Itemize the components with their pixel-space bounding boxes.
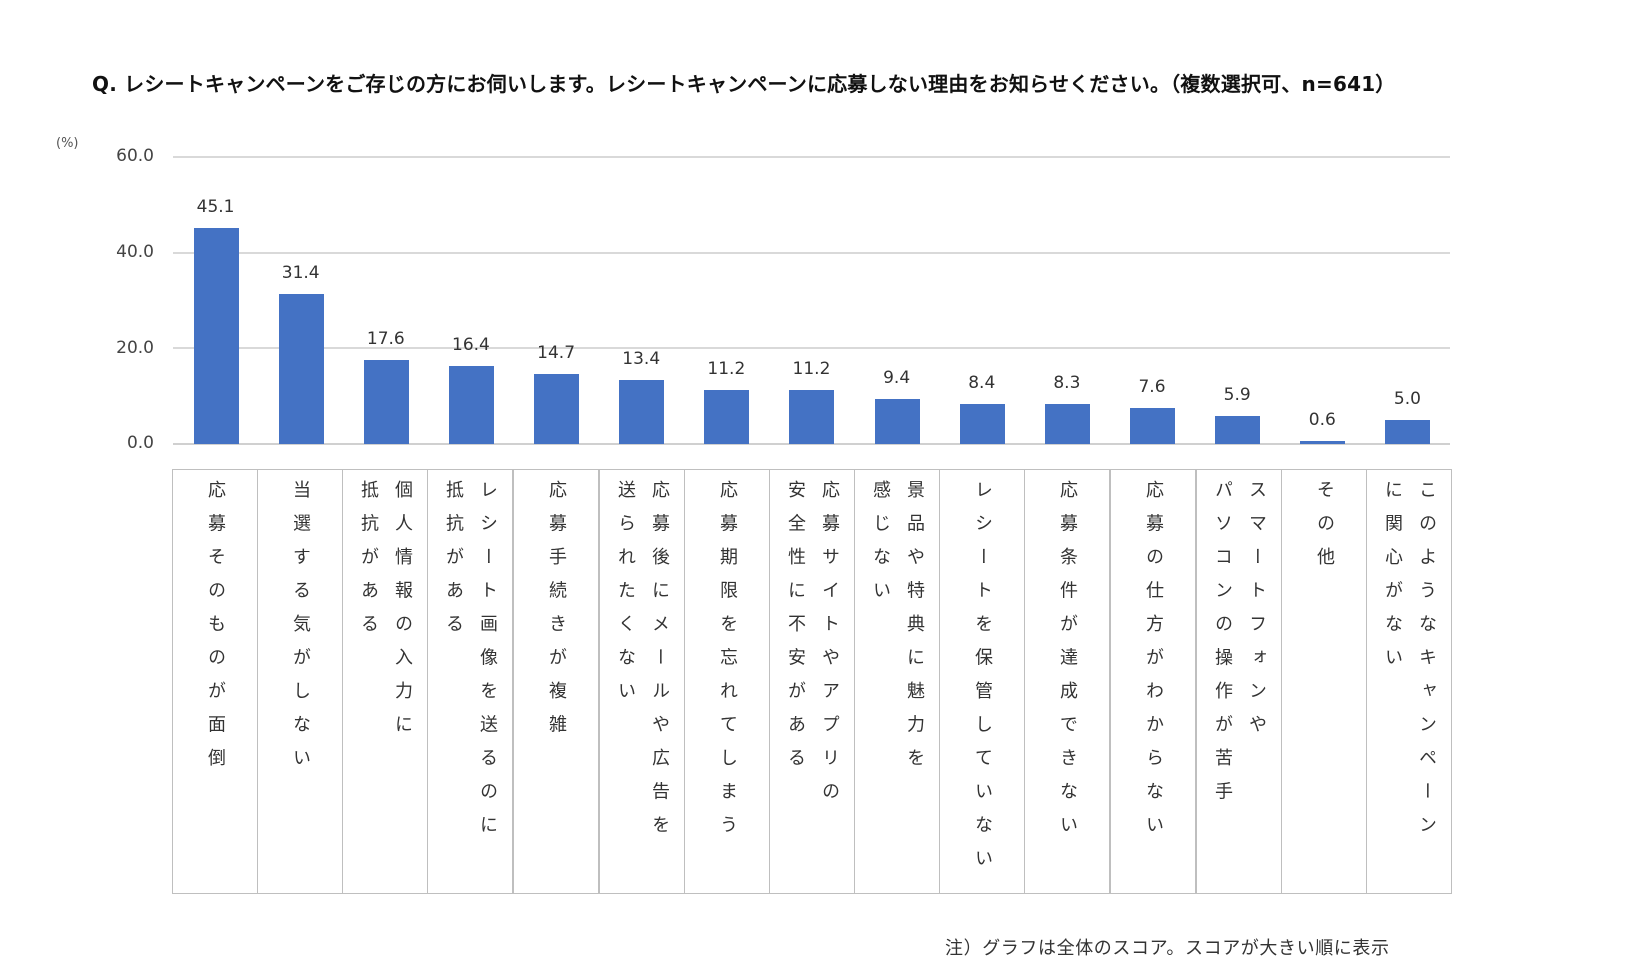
bar-value-label: 8.4 <box>968 372 996 393</box>
category-label-table: 応募そのものが面倒 当選する気がしない 個人情報の入力に 抵抗がある レシート画像を送… <box>172 469 1452 894</box>
plot-area: 45.1 31.4 17.6 16.4 14.7 13.4 11.2 11.2 9.4 8.4 8.… <box>173 157 1450 444</box>
y-tick-20: 20.0 <box>116 338 154 358</box>
bar <box>789 390 835 444</box>
category-cell: 応募の仕方がわからない <box>1111 470 1197 893</box>
category-label: レシートを保管していない <box>972 480 993 882</box>
bar-value-label: 0.6 <box>1308 410 1336 431</box>
category-cell: レシート画像を送るのに 抵抗がある <box>428 470 514 893</box>
bar-group: 45.1 <box>173 157 258 444</box>
bar-value-label: 31.4 <box>281 262 320 283</box>
category-label: 当選する気がしない <box>290 480 311 782</box>
bar-value-label: 9.4 <box>883 368 911 389</box>
bar <box>278 293 324 444</box>
category-cell: 個人情報の入力に 抵抗がある <box>343 470 428 893</box>
bar-value-label: 16.4 <box>452 334 490 355</box>
y-tick-0: 0.0 <box>126 433 154 453</box>
y-tick-40: 40.0 <box>116 242 154 262</box>
category-label: 個人情報の入力に 抵抗がある <box>358 480 413 748</box>
bar-value-label: 11.2 <box>792 359 831 380</box>
footnote: 注）グラフは全体のスコア。スコアが大きい順に表示 <box>945 938 1390 959</box>
bar-group: 11.2 <box>769 157 854 444</box>
category-cell: 応募後にメールや広告を 送られたくない <box>600 470 685 893</box>
category-label: 応募手続きが複雑 <box>546 480 567 748</box>
category-cell: その他 <box>1282 470 1367 893</box>
bar-group: 0.6 <box>1280 157 1365 444</box>
bar <box>363 359 409 444</box>
category-label: 応募後にメールや広告を 送られたくない <box>615 480 670 849</box>
category-cell: スマートフォンや パソコンの操作が苦手 <box>1197 470 1282 893</box>
bar-group: 7.6 <box>1109 157 1194 444</box>
bar-group: 16.4 <box>428 157 513 444</box>
category-cell: レシートを保管していない <box>940 470 1025 893</box>
bar-value-label: 45.1 <box>196 197 235 218</box>
category-label: 応募サイトやアプリの 安全性に不安がある <box>785 480 840 815</box>
bar-value-label: 7.6 <box>1138 376 1166 397</box>
bar-group: 5.0 <box>1365 157 1450 444</box>
bar-group: 9.4 <box>854 157 939 444</box>
gridline-20 <box>173 347 1450 349</box>
category-label: このようなキャンペーン に関心がない <box>1382 480 1437 849</box>
gridline-40 <box>173 252 1450 254</box>
bar <box>874 399 920 444</box>
bar <box>959 403 1005 444</box>
category-cell: 応募サイトやアプリの 安全性に不安がある <box>770 470 855 893</box>
bar-group: 31.4 <box>258 157 343 444</box>
bar-group: 5.9 <box>1195 157 1280 444</box>
category-label: 応募期限を忘れてしまう <box>717 480 738 849</box>
bar <box>1130 407 1176 444</box>
bar <box>1300 441 1346 444</box>
bar-group: 17.6 <box>343 157 428 444</box>
category-label: レシート画像を送るのに 抵抗がある <box>443 480 498 849</box>
bar <box>534 373 580 444</box>
bar-group: 8.3 <box>1024 157 1109 444</box>
bar <box>704 390 750 444</box>
bar-group: 14.7 <box>514 157 599 444</box>
bar-group: 8.4 <box>939 157 1024 444</box>
bar-value-label: 5.0 <box>1393 389 1421 410</box>
category-label: 応募の仕方がわからない <box>1143 480 1164 849</box>
bar-value-label: 5.9 <box>1223 384 1251 405</box>
category-cell: 応募期限を忘れてしまう <box>685 470 770 893</box>
bar <box>1044 404 1090 444</box>
category-label: 応募条件が達成できない <box>1057 480 1078 849</box>
category-cell: 景品や特典に魅力を 感じない <box>855 470 940 893</box>
bar <box>1215 415 1261 444</box>
category-cell: 応募手続きが複雑 <box>514 470 600 893</box>
bar <box>1385 420 1431 444</box>
bar <box>448 365 494 444</box>
bar-value-label: 14.7 <box>537 342 576 363</box>
bar-value-label: 13.4 <box>622 348 661 369</box>
category-label: 景品や特典に魅力を 感じない <box>870 480 925 782</box>
category-cell: 応募そのものが面倒 <box>173 470 258 893</box>
bar-value-label: 8.3 <box>1053 373 1081 394</box>
bar-group: 11.2 <box>684 157 769 444</box>
y-axis-unit-label: (%) <box>56 136 79 151</box>
category-cell: 当選する気がしない <box>258 470 343 893</box>
category-label: その他 <box>1314 480 1335 581</box>
bar-group: 13.4 <box>599 157 684 444</box>
y-tick-60: 60.0 <box>116 146 154 166</box>
category-cell: このようなキャンペーン に関心がない <box>1367 470 1451 893</box>
bar <box>619 379 665 444</box>
gridline-60 <box>173 156 1450 158</box>
x-axis-line <box>173 443 1450 445</box>
category-cell: 応募条件が達成できない <box>1025 470 1111 893</box>
chart-title: Q. レシートキャンペーンをご存じの方にお伺いします。レシートキャンペーンに応募… <box>92 72 1396 96</box>
bar-value-label: 17.6 <box>366 328 405 349</box>
category-label: 応募そのものが面倒 <box>205 480 226 782</box>
bar <box>193 228 239 444</box>
bar-value-label: 11.2 <box>707 359 746 380</box>
category-label: スマートフォンや パソコンの操作が苦手 <box>1212 480 1267 815</box>
